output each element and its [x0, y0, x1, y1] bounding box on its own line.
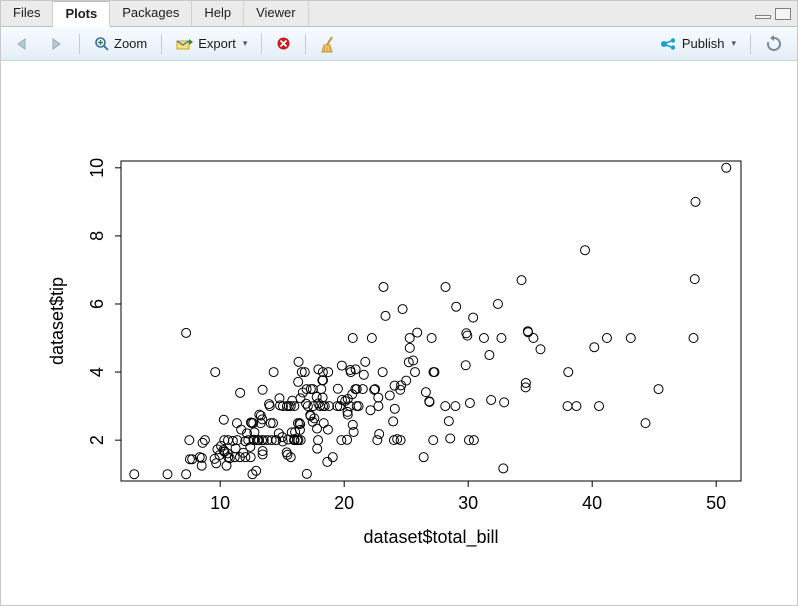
plot-area: 10 20 30 40 50 2 4 6 8 10 dataset$total_bill datase… [1, 61, 797, 605]
publish-icon [660, 37, 678, 51]
plots-panel: Files Plots Packages Help Viewer Zoom [0, 0, 798, 606]
svg-text:40: 40 [582, 493, 602, 513]
export-label: Export [198, 36, 236, 51]
svg-text:50: 50 [706, 493, 726, 513]
tab-packages[interactable]: Packages [110, 1, 192, 26]
svg-text:6: 6 [87, 299, 107, 309]
remove-icon [276, 36, 291, 51]
svg-text:10: 10 [87, 158, 107, 178]
refresh-icon [765, 35, 783, 53]
tab-plots[interactable]: Plots [53, 1, 110, 27]
arrow-right-icon [49, 37, 65, 51]
scatter-plot: 10 20 30 40 50 2 4 6 8 10 dataset$total_bill datase… [1, 61, 798, 606]
svg-text:4: 4 [87, 367, 107, 377]
minimize-pane-button[interactable] [755, 15, 771, 19]
export-button[interactable]: Export ▾ [170, 34, 253, 53]
svg-text:10: 10 [210, 493, 230, 513]
chevron-down-icon: ▾ [243, 38, 248, 49]
plots-toolbar: Zoom Export ▾ [1, 27, 797, 61]
refresh-button[interactable] [759, 33, 789, 55]
maximize-pane-button[interactable] [775, 8, 791, 20]
publish-label: Publish [682, 36, 725, 51]
zoom-button[interactable]: Zoom [88, 34, 153, 54]
tab-files[interactable]: Files [1, 1, 53, 26]
svg-text:dataset$total_bill: dataset$total_bill [363, 527, 498, 548]
pane-window-controls [755, 1, 797, 26]
zoom-icon [94, 36, 110, 52]
remove-plot-button[interactable] [270, 34, 297, 53]
broom-icon [320, 35, 338, 53]
arrow-left-icon [15, 37, 31, 51]
chevron-down-icon: ▾ [731, 38, 736, 49]
tabbar: Files Plots Packages Help Viewer [1, 1, 797, 27]
zoom-label: Zoom [114, 36, 147, 51]
svg-text:2: 2 [87, 435, 107, 445]
svg-text:dataset$tip: dataset$tip [47, 277, 67, 365]
next-plot-button[interactable] [43, 35, 71, 53]
clear-all-button[interactable] [314, 33, 344, 55]
svg-text:20: 20 [334, 493, 354, 513]
svg-text:30: 30 [458, 493, 478, 513]
tab-viewer[interactable]: Viewer [244, 1, 309, 26]
publish-button[interactable]: Publish ▾ [654, 34, 742, 53]
tab-help[interactable]: Help [192, 1, 244, 26]
export-icon [176, 37, 194, 51]
prev-plot-button[interactable] [9, 35, 37, 53]
svg-text:8: 8 [87, 231, 107, 241]
